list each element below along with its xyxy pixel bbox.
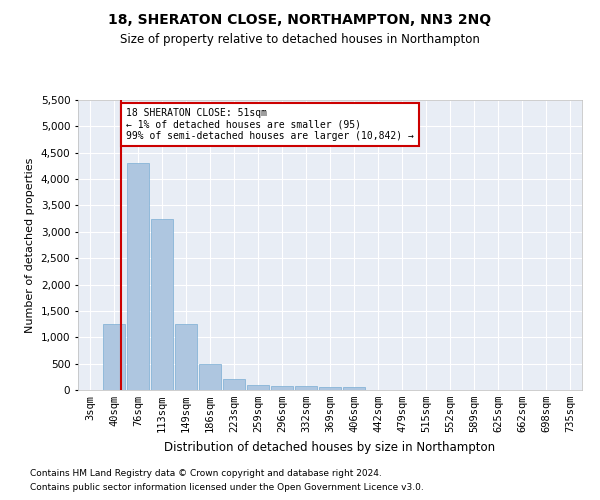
Bar xyxy=(343,386,365,390)
Text: Contains HM Land Registry data © Crown copyright and database right 2024.: Contains HM Land Registry data © Crown c… xyxy=(30,468,382,477)
Bar xyxy=(103,324,125,390)
Bar xyxy=(199,364,221,390)
Bar xyxy=(247,384,269,390)
Bar xyxy=(151,218,173,390)
Text: Contains public sector information licensed under the Open Government Licence v3: Contains public sector information licen… xyxy=(30,484,424,492)
Y-axis label: Number of detached properties: Number of detached properties xyxy=(25,158,35,332)
Bar xyxy=(127,164,149,390)
Bar xyxy=(295,386,317,390)
Bar xyxy=(223,380,245,390)
Text: 18, SHERATON CLOSE, NORTHAMPTON, NN3 2NQ: 18, SHERATON CLOSE, NORTHAMPTON, NN3 2NQ xyxy=(109,12,491,26)
X-axis label: Distribution of detached houses by size in Northampton: Distribution of detached houses by size … xyxy=(164,440,496,454)
Bar xyxy=(271,386,293,390)
Text: 18 SHERATON CLOSE: 51sqm
← 1% of detached houses are smaller (95)
99% of semi-de: 18 SHERATON CLOSE: 51sqm ← 1% of detache… xyxy=(126,108,414,141)
Bar xyxy=(175,324,197,390)
Bar xyxy=(319,386,341,390)
Text: Size of property relative to detached houses in Northampton: Size of property relative to detached ho… xyxy=(120,32,480,46)
